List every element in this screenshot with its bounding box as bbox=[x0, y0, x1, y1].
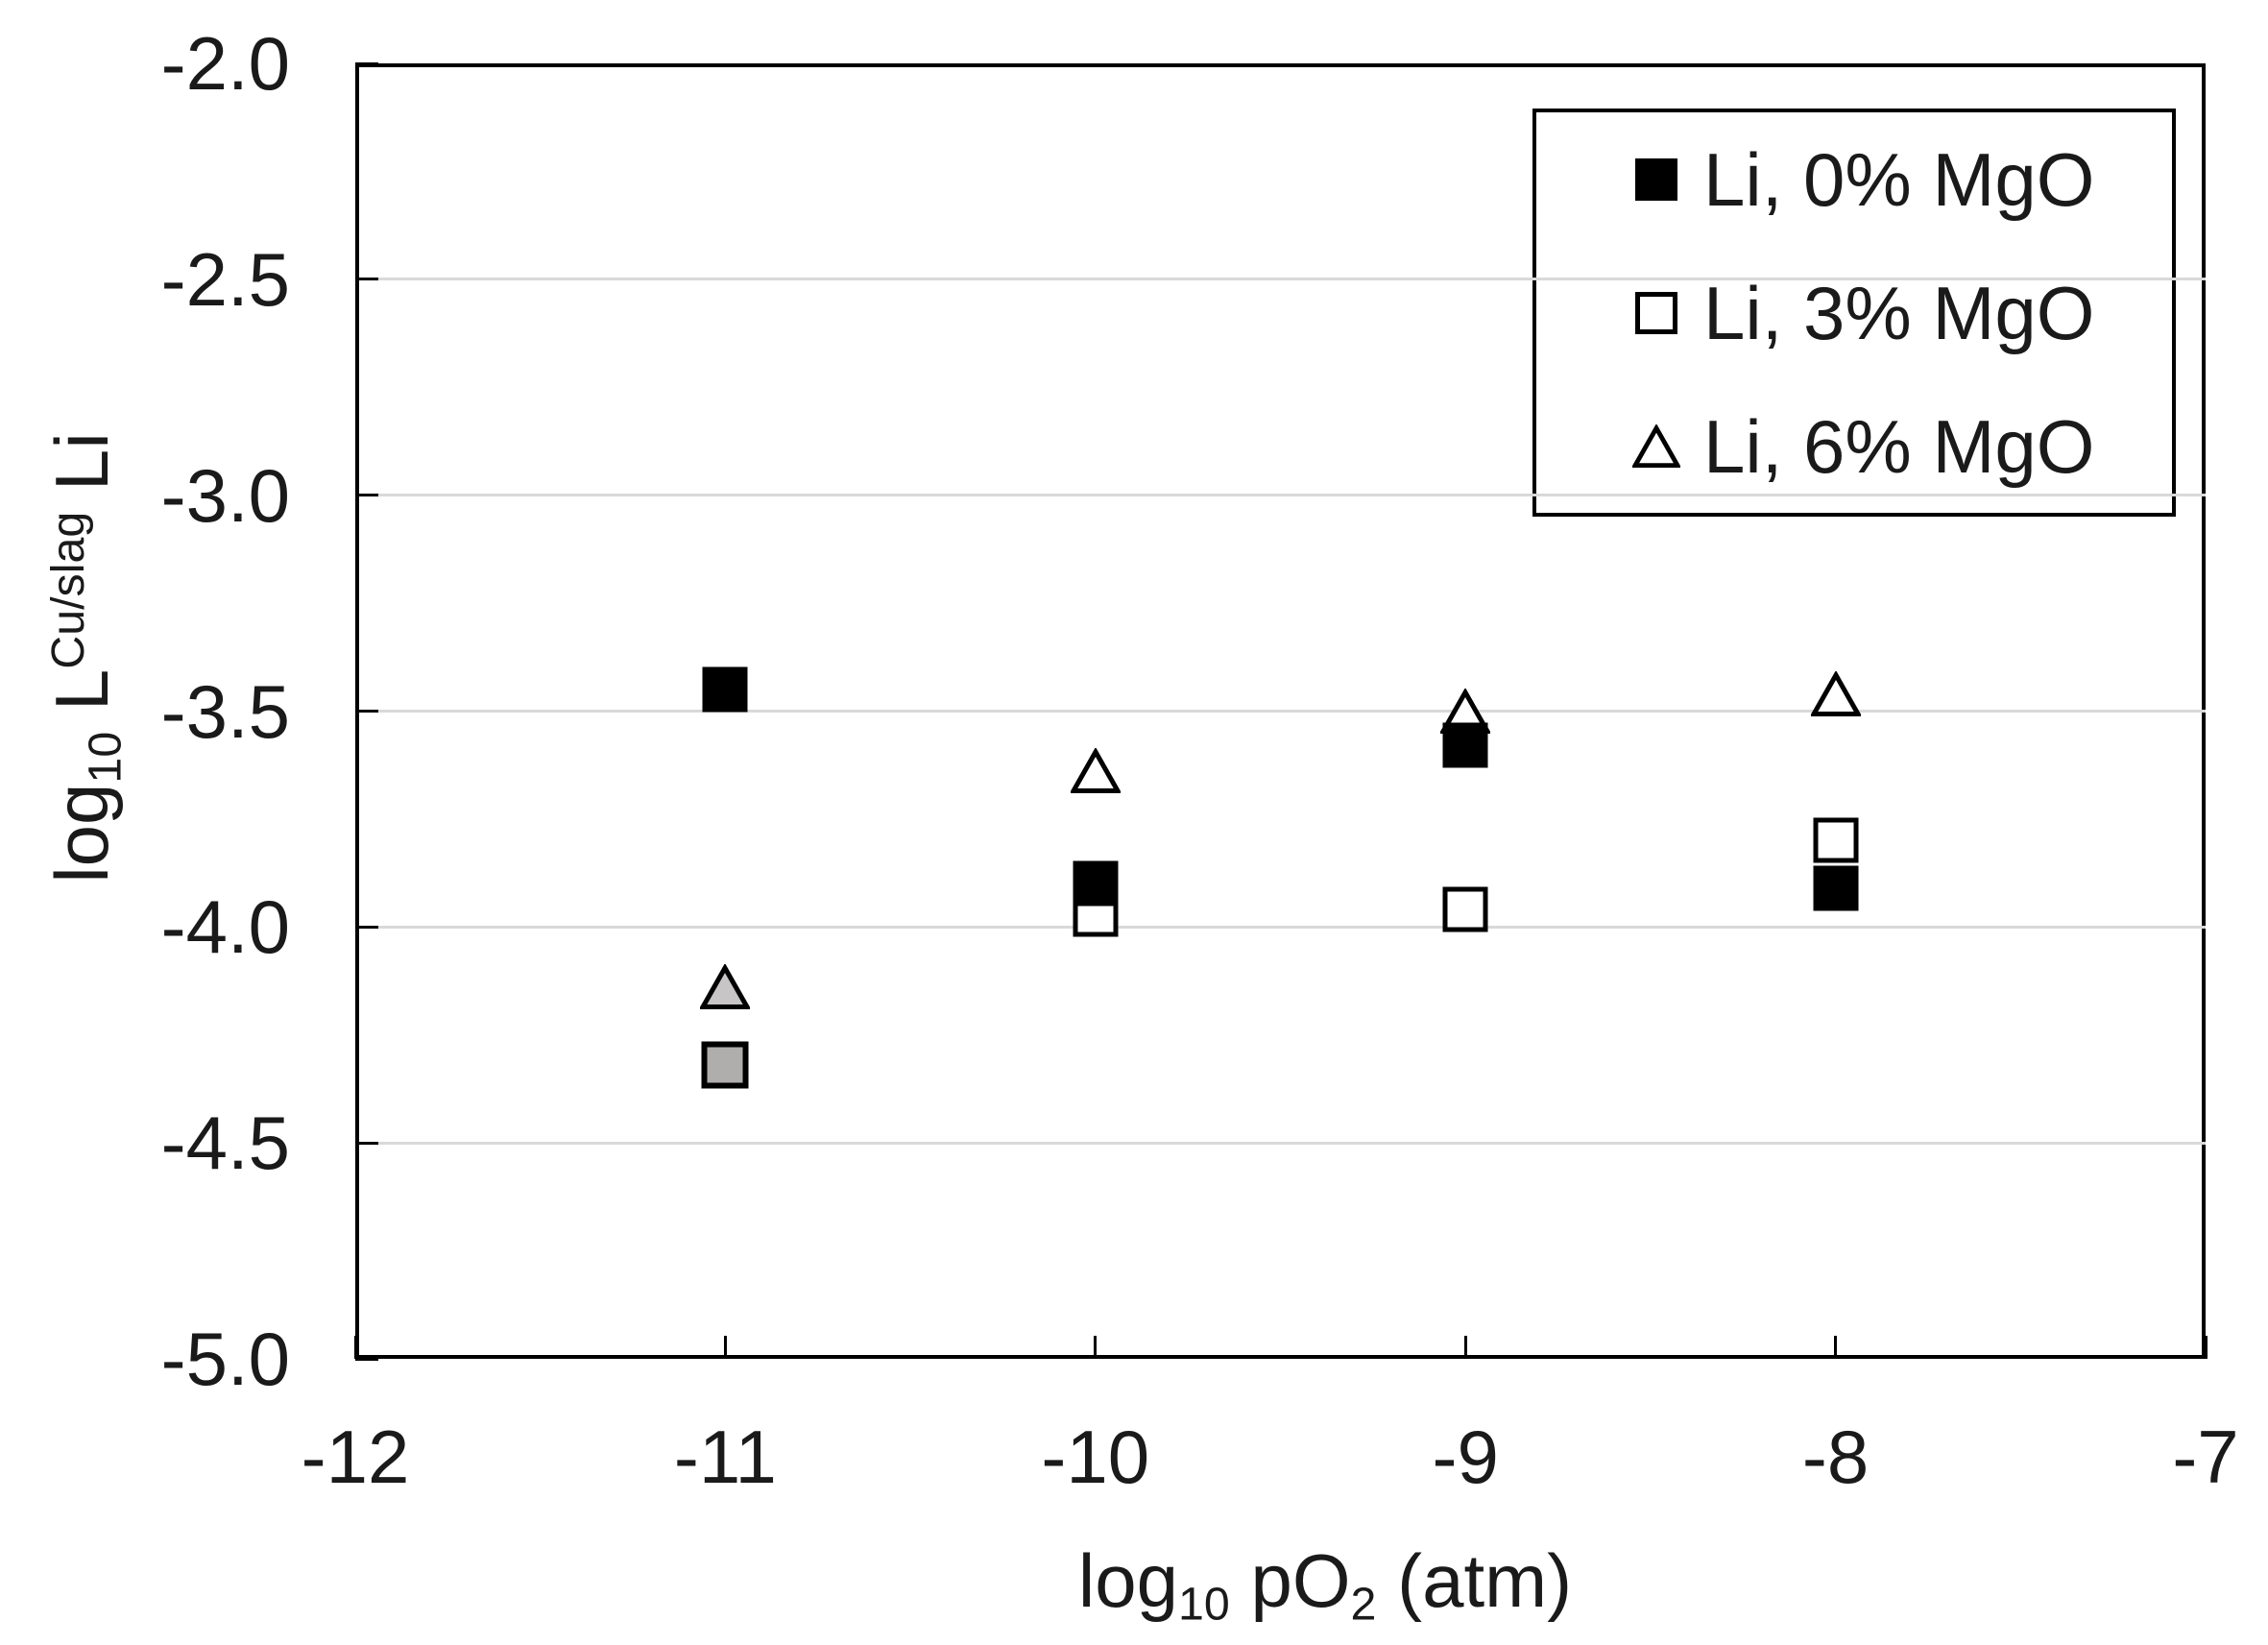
x-title-part: (atm) bbox=[1376, 1538, 1573, 1623]
x-tick-label: -10 bbox=[1041, 1415, 1150, 1499]
x-axis-title: log10 pO2 (atm) bbox=[1078, 1543, 1572, 1628]
y-title-part: log bbox=[39, 783, 124, 883]
y-tick-mark bbox=[355, 710, 378, 713]
y-tick-label: -5.0 bbox=[160, 1317, 290, 1401]
x-title-sub: 10 bbox=[1178, 1578, 1230, 1631]
data-point-marker bbox=[1813, 865, 1859, 911]
legend-item-label: Li, 0% MgO bbox=[1703, 136, 2095, 222]
y-tick-label: -4.0 bbox=[160, 884, 290, 970]
data-point-marker bbox=[702, 666, 748, 713]
y-tick-label: -2.0 bbox=[160, 21, 290, 106]
open-square-icon bbox=[1632, 291, 1680, 334]
h-gridline bbox=[355, 1141, 2206, 1145]
x-tick-label: -9 bbox=[1432, 1415, 1499, 1499]
filled-square-icon bbox=[1632, 157, 1680, 201]
data-point-marker bbox=[1813, 817, 1859, 863]
y-tick-label: -4.5 bbox=[160, 1101, 290, 1186]
y-tick-mark bbox=[355, 1141, 378, 1145]
y-tick-mark bbox=[355, 494, 378, 497]
x-tick-mark bbox=[1463, 1336, 1467, 1359]
x-tick-label: -8 bbox=[1801, 1415, 1870, 1499]
y-tick-mark bbox=[355, 61, 378, 65]
y-tick-mark bbox=[355, 278, 378, 281]
data-point-marker bbox=[1073, 860, 1119, 907]
legend-item-label: Li, 3% MgO bbox=[1703, 270, 2095, 355]
data-point-marker bbox=[1810, 670, 1861, 717]
y-tick-label: -3.5 bbox=[160, 668, 290, 754]
legend: Li, 0% MgO Li, 3% MgO Li, 6% MgO bbox=[1532, 109, 2176, 517]
legend-item: Li, 0% MgO bbox=[1536, 112, 2172, 246]
x-tick-label: -11 bbox=[673, 1415, 777, 1499]
y-tick-label: -3.0 bbox=[160, 452, 290, 538]
h-gridline bbox=[355, 925, 2206, 929]
x-title-sub: 2 bbox=[1350, 1578, 1377, 1631]
data-point-marker bbox=[700, 964, 751, 1010]
h-gridline bbox=[355, 278, 2206, 281]
x-title-part: log bbox=[1077, 1538, 1178, 1623]
legend-item-label: Li, 6% MgO bbox=[1703, 403, 2095, 489]
x-title-part: pO bbox=[1229, 1538, 1351, 1623]
x-tick-mark bbox=[1094, 1336, 1098, 1359]
y-tick-mark bbox=[355, 925, 378, 929]
x-tick-mark bbox=[723, 1336, 727, 1359]
legend-item: Li, 3% MgO bbox=[1536, 246, 2172, 379]
y-title-sup: Cu/slag bbox=[41, 511, 94, 669]
open-triangle-icon bbox=[1632, 423, 1680, 469]
h-gridline bbox=[355, 494, 2206, 497]
data-point-marker bbox=[1442, 722, 1488, 768]
x-tick-mark bbox=[2204, 1336, 2208, 1359]
x-tick-label: -12 bbox=[301, 1415, 410, 1499]
y-tick-label: -2.5 bbox=[160, 236, 290, 322]
data-point-marker bbox=[1070, 748, 1121, 794]
data-point-marker bbox=[701, 1041, 749, 1089]
x-tick-label: -7 bbox=[2172, 1415, 2239, 1499]
y-tick-mark bbox=[355, 1357, 378, 1361]
data-point-marker bbox=[1442, 886, 1488, 932]
legend-item: Li, 6% MgO bbox=[1536, 379, 2172, 513]
h-gridline bbox=[355, 710, 2206, 713]
x-tick-mark bbox=[353, 1336, 357, 1359]
x-tick-mark bbox=[1834, 1336, 1838, 1359]
